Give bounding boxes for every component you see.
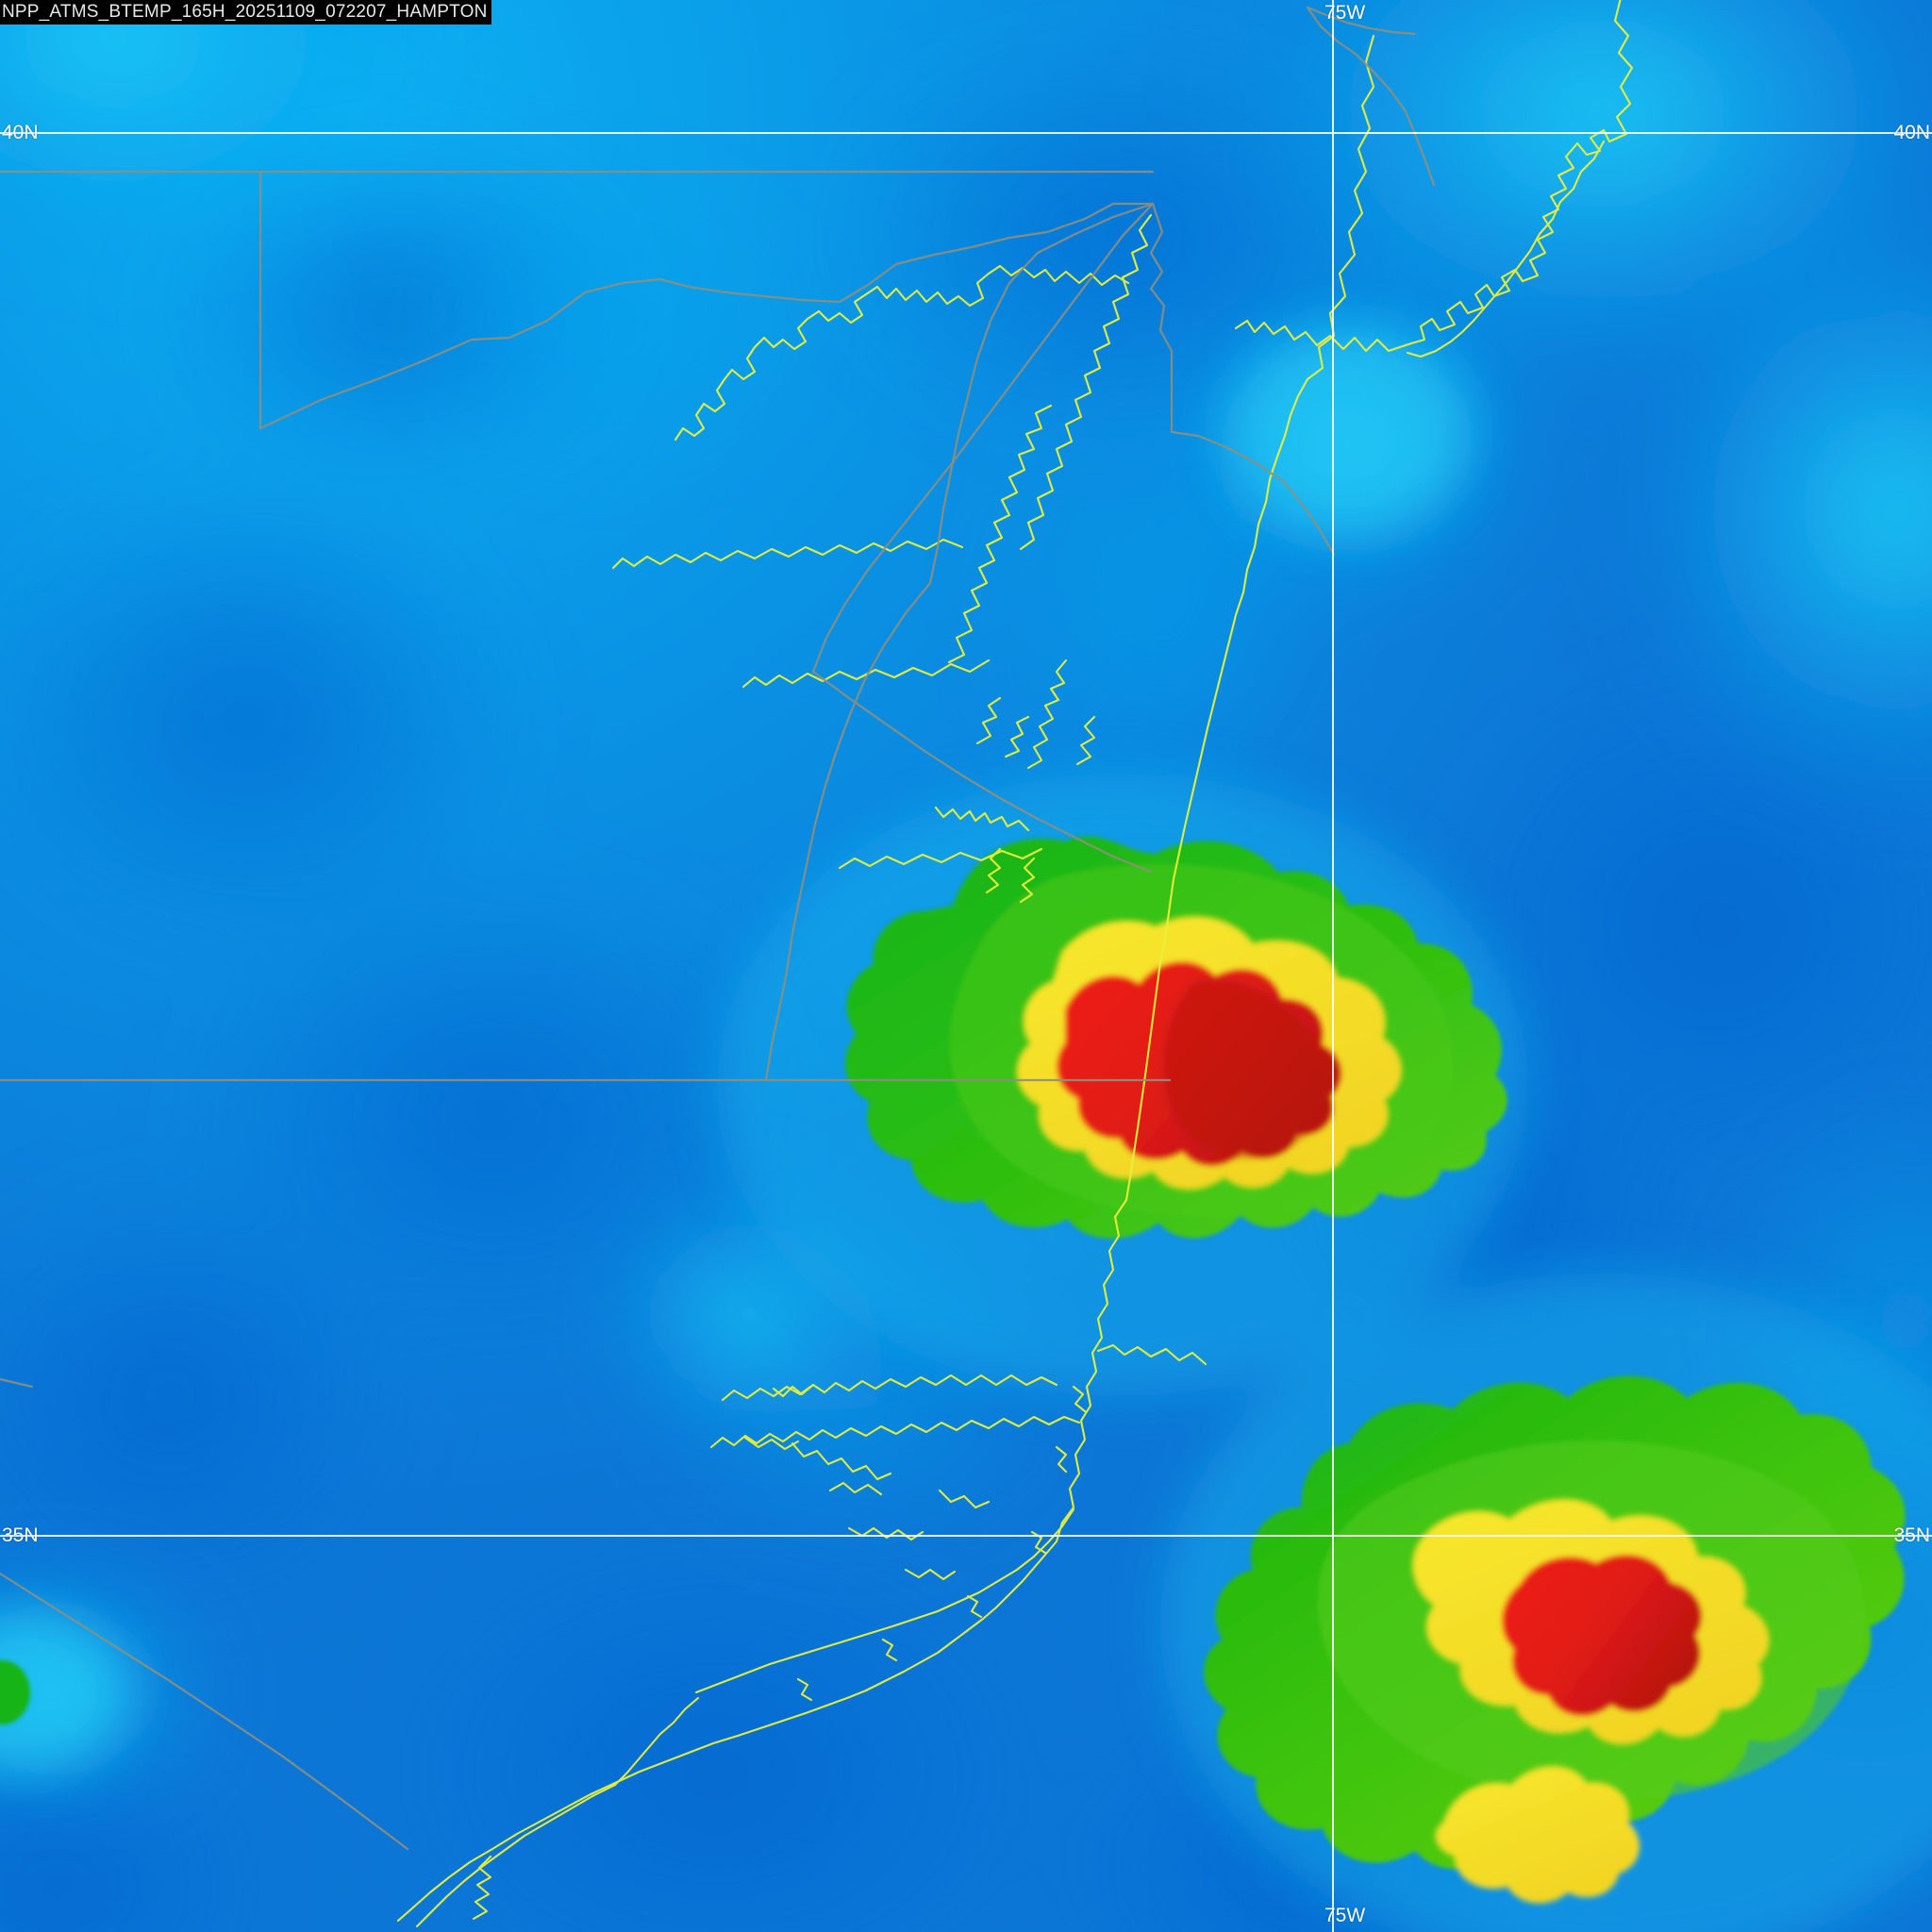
border-delaware bbox=[1149, 202, 1174, 434]
coastline-nc-southwest bbox=[415, 1783, 617, 1928]
southeast-convective-cell bbox=[1204, 1375, 1906, 1904]
coastline-bay-islands bbox=[975, 658, 1096, 770]
longitude-label-75w-top: 75W bbox=[1324, 2, 1366, 24]
coastline-sound-inner2 bbox=[721, 1383, 883, 1496]
longitude-label-75w-bottom: 75W bbox=[1324, 1905, 1366, 1926]
coastline-eastern-shore-inlets bbox=[947, 404, 1053, 664]
border-delaware-south bbox=[1170, 430, 1336, 557]
coastline-sc-capefear bbox=[472, 1855, 492, 1921]
coastline-newjersey-bay bbox=[1406, 140, 1606, 358]
coastline-tangier-detail bbox=[934, 806, 1036, 904]
coastline-chesapeake-west bbox=[674, 264, 1130, 441]
border-wv-va-west bbox=[928, 202, 1155, 585]
coastline-james-york bbox=[838, 847, 1043, 870]
product-title-label: NPP_ATMS_BTEMP_165H_20251109_072207_HAMP… bbox=[0, 0, 491, 25]
coastline-delmarva-south bbox=[1124, 377, 1309, 1202]
coastline-sound-peninsulas bbox=[791, 1441, 991, 1581]
latitude-label-35n-left: 35N bbox=[2, 1524, 39, 1546]
border-nc-sc bbox=[0, 1572, 409, 1851]
coastline-potomac bbox=[611, 538, 964, 570]
coastline-delaware-bay bbox=[1234, 319, 1413, 353]
border-ny-nj bbox=[1306, 6, 1417, 36]
border-va-west-diagonal bbox=[811, 670, 1153, 874]
border-nj-pa bbox=[1306, 6, 1436, 187]
coastline-cape-lookout bbox=[613, 1696, 700, 1787]
coastline-cape-hatteras bbox=[694, 1507, 1075, 1694]
coastline-nc-mainland bbox=[1096, 1343, 1208, 1366]
latitude-label-35n-right: 35N bbox=[1893, 1524, 1930, 1546]
coastline-pamlico-albemarle bbox=[709, 1415, 1081, 1449]
primary-convective-cell bbox=[844, 836, 1507, 1239]
coastline-banks-detail bbox=[796, 1385, 1087, 1702]
border-nc-tn bbox=[0, 1377, 34, 1389]
border-md-potomac bbox=[258, 202, 1155, 430]
border-va-west-spur bbox=[764, 581, 932, 1082]
west-edge-small-cell bbox=[0, 1660, 30, 1724]
latitude-label-40n-right: 40N bbox=[1893, 122, 1930, 143]
border-va-wv bbox=[811, 202, 1155, 674]
coastline-chesapeake-east bbox=[1019, 213, 1153, 551]
latitude-label-40n-left: 40N bbox=[2, 122, 39, 143]
coastline-delmarva-east bbox=[1306, 34, 1375, 381]
coastline-rappahannock bbox=[741, 658, 991, 689]
coastline-capehenry-outerbanks bbox=[396, 1198, 1128, 1923]
